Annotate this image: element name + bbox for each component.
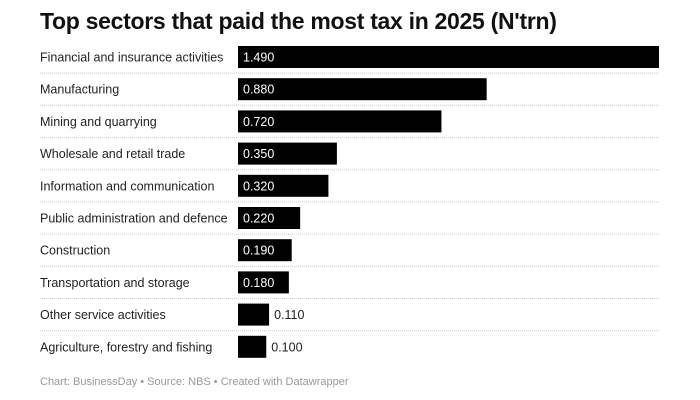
value-label: 0.180 — [243, 276, 274, 290]
bar — [238, 78, 487, 101]
value-label: 1.490 — [243, 51, 274, 65]
bar — [238, 207, 301, 229]
category-label: Public administration and defence — [40, 212, 228, 226]
value-label: 0.880 — [243, 83, 274, 97]
category-label: Financial and insurance activities — [40, 51, 223, 65]
bar — [238, 174, 329, 197]
bar-chart: Financial and insurance activities 1.490 M… — [40, 46, 659, 358]
category-label: Other service activities — [40, 308, 166, 322]
bar — [238, 303, 270, 326]
category-label: Construction — [40, 244, 110, 258]
category-label: Manufacturing — [40, 83, 119, 97]
value-label: 0.190 — [243, 244, 274, 258]
bar — [238, 335, 267, 358]
value-label: 0.100 — [271, 340, 302, 354]
bar — [238, 271, 289, 294]
category-label: Wholesale and retail trade — [40, 147, 185, 161]
bar — [238, 46, 659, 68]
category-label: Mining and quarrying — [40, 115, 157, 129]
value-label: 0.320 — [243, 179, 274, 193]
value-label: 0.720 — [243, 115, 274, 129]
value-label: 0.220 — [243, 212, 274, 226]
bar — [238, 239, 292, 262]
bar — [238, 142, 337, 165]
category-label: Information and communication — [40, 179, 214, 193]
category-label: Agriculture, forestry and fishing — [40, 340, 212, 354]
bar — [238, 110, 442, 133]
chart-footer: Chart: BusinessDay • Source: NBS • Creat… — [40, 376, 349, 388]
value-label: 0.350 — [243, 147, 274, 161]
value-label: 0.110 — [274, 308, 304, 322]
category-label: Transportation and storage — [40, 276, 190, 290]
chart-title: Top sectors that paid the most tax in 20… — [40, 8, 557, 34]
